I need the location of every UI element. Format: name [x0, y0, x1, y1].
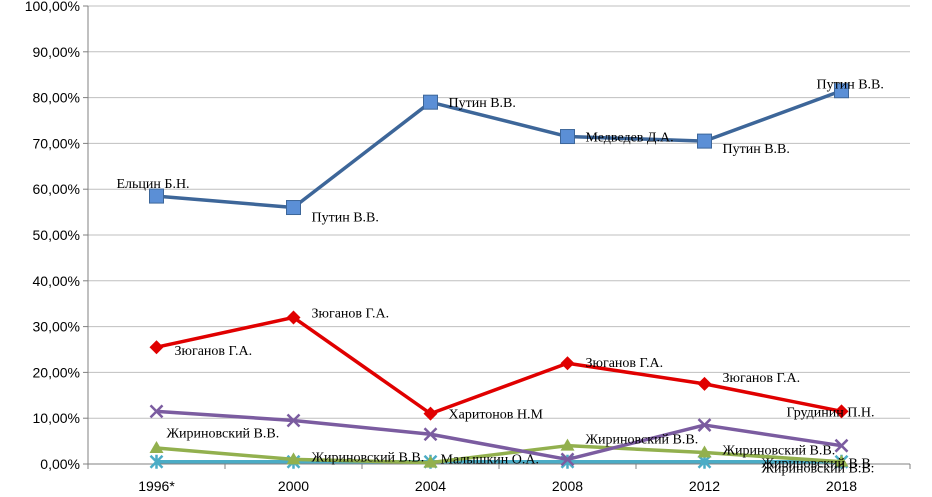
axes [83, 5, 911, 469]
y-tick-label: 40,00% [33, 273, 80, 289]
y-tick-label: 20,00% [33, 364, 80, 380]
data-label: Путин В.В. [449, 96, 516, 111]
x-tick-label: 2000 [278, 478, 309, 494]
series-lines [149, 83, 849, 469]
data-point [697, 445, 712, 458]
data-point [149, 340, 164, 355]
data-point [560, 129, 575, 145]
data-label: Зюганов Г.А. [586, 356, 664, 371]
data-point [560, 438, 575, 451]
series [149, 438, 849, 468]
y-tick-label: 90,00% [33, 44, 80, 60]
data-label: Зюганов Г.А. [175, 344, 253, 359]
data-point [834, 438, 849, 453]
data-point [697, 418, 712, 432]
series-line [156, 443, 842, 465]
data-point [149, 454, 164, 469]
data-label: Путин В.В. [312, 211, 379, 226]
series-line [156, 315, 842, 416]
y-tick-label: 0,00% [40, 456, 80, 472]
x-tick-label: 2012 [689, 478, 720, 494]
y-tick-label: 80,00% [33, 90, 80, 106]
data-label: Жириновский В.В. [586, 433, 699, 448]
data-label: Ельцин Б.Н. [117, 177, 190, 192]
y-tick-label: 50,00% [33, 227, 80, 243]
data-point [286, 452, 301, 465]
data-point [423, 427, 438, 442]
data-point [149, 404, 164, 419]
data-label: Зюганов Г.А. [723, 371, 801, 386]
data-label: Путин В.В. [723, 142, 790, 157]
y-tick-labels: 0,00% 10,00% 20,00% 30,00% 40,00% 50,00% 60,00… [25, 0, 80, 472]
data-point [286, 200, 301, 216]
data-label: Путин В.В. [817, 78, 884, 93]
y-tick-label: 30,00% [33, 319, 80, 335]
y-tick-label: 100,00% [25, 0, 80, 14]
data-point [834, 454, 849, 467]
data-label: Зюганов Г.А. [312, 306, 390, 321]
data-point [697, 133, 712, 149]
data-label: Жириновский В.В. [312, 450, 425, 465]
x-tick-label: 1996* [138, 478, 175, 494]
data-point [149, 188, 164, 204]
data-label: Жириновский В.В. [723, 444, 836, 459]
series-line [156, 409, 842, 462]
data-label: Харитонов Н.М [449, 408, 544, 423]
data-point [560, 356, 575, 371]
x-tick-label: 2018 [826, 478, 857, 494]
data-label: Малышкин О.А. [441, 453, 539, 468]
series-line [156, 89, 843, 210]
data-label: Жириновский В.В. [762, 462, 875, 477]
data-point [423, 94, 438, 110]
data-label: Жириновский В.В. [167, 426, 280, 441]
data-point [423, 406, 438, 421]
grid-lines [88, 5, 910, 419]
data-label: Грудинин П.Н. [787, 405, 875, 420]
x-tick-labels: 1996* 2000 2004 2008 2012 2018 [138, 478, 857, 494]
data-point [697, 376, 712, 391]
y-tick-label: 10,00% [33, 410, 80, 426]
data-point [834, 404, 849, 419]
data-point [834, 83, 849, 99]
y-tick-label: 60,00% [33, 181, 80, 197]
data-point [149, 440, 164, 453]
x-tick-label: 2008 [552, 478, 583, 494]
data-labels: Ельцин Б.Н. Путин В.В. Путин В.В. Медведев … [117, 78, 884, 477]
y-tick-label: 70,00% [33, 135, 80, 151]
data-label: Медведев Д.А. [586, 131, 674, 146]
data-point [286, 310, 301, 325]
data-point [286, 413, 301, 428]
data-label: Жириновский В.В. [762, 457, 875, 472]
data-point [560, 452, 575, 467]
data-point [423, 455, 438, 468]
series [149, 310, 849, 421]
series [149, 83, 849, 216]
x-tick-label: 2004 [415, 478, 446, 494]
series [149, 404, 849, 467]
